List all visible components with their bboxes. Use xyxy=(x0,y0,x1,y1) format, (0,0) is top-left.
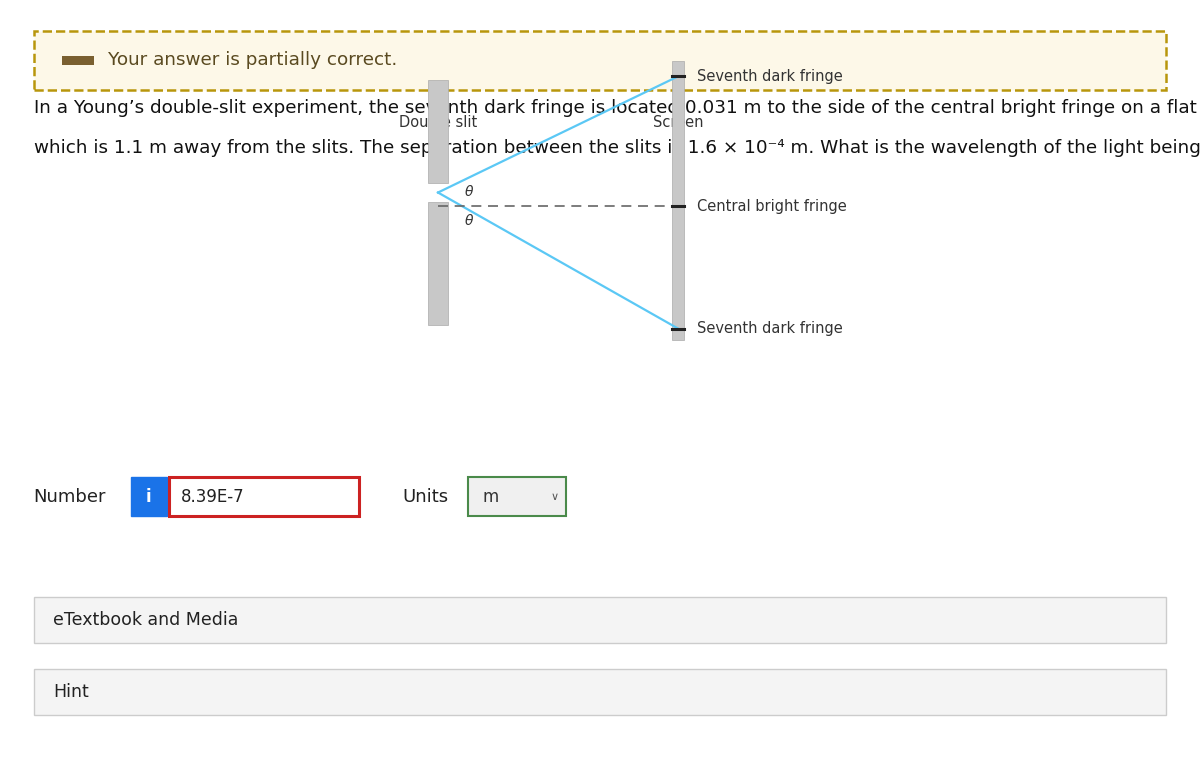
Text: Seventh dark fringe: Seventh dark fringe xyxy=(697,69,842,84)
Text: eTextbook and Media: eTextbook and Media xyxy=(53,611,238,630)
Text: i: i xyxy=(146,487,151,506)
Text: Screen: Screen xyxy=(653,115,703,130)
Text: Your answer is partially correct.: Your answer is partially correct. xyxy=(108,51,397,70)
Text: $\theta$: $\theta$ xyxy=(464,212,475,228)
Text: Double slit: Double slit xyxy=(398,115,478,130)
Bar xyxy=(62,56,94,65)
Bar xyxy=(131,477,167,516)
Text: Units: Units xyxy=(402,487,448,506)
Bar xyxy=(34,597,1166,643)
Text: Seventh dark fringe: Seventh dark fringe xyxy=(697,321,842,336)
Text: Hint: Hint xyxy=(53,683,89,701)
Text: Central bright fringe: Central bright fringe xyxy=(697,199,847,214)
FancyBboxPatch shape xyxy=(34,31,1166,90)
Text: which is 1.1 m away from the slits. The separation between the slits is 1.6 × 10: which is 1.1 m away from the slits. The … xyxy=(34,139,1200,157)
Text: 8.39E-7: 8.39E-7 xyxy=(181,487,245,506)
Text: $\theta$: $\theta$ xyxy=(464,183,475,199)
Bar xyxy=(468,477,566,516)
Bar xyxy=(672,61,684,340)
Bar xyxy=(169,477,359,516)
Bar xyxy=(34,669,1166,715)
Bar xyxy=(428,202,448,325)
Text: In a Young’s double-slit experiment, the seventh dark fringe is located 0.031 m : In a Young’s double-slit experiment, the… xyxy=(34,99,1200,118)
Text: m: m xyxy=(482,487,499,506)
Bar xyxy=(428,80,448,183)
Text: Number: Number xyxy=(34,487,106,506)
Text: ∨: ∨ xyxy=(551,491,558,502)
